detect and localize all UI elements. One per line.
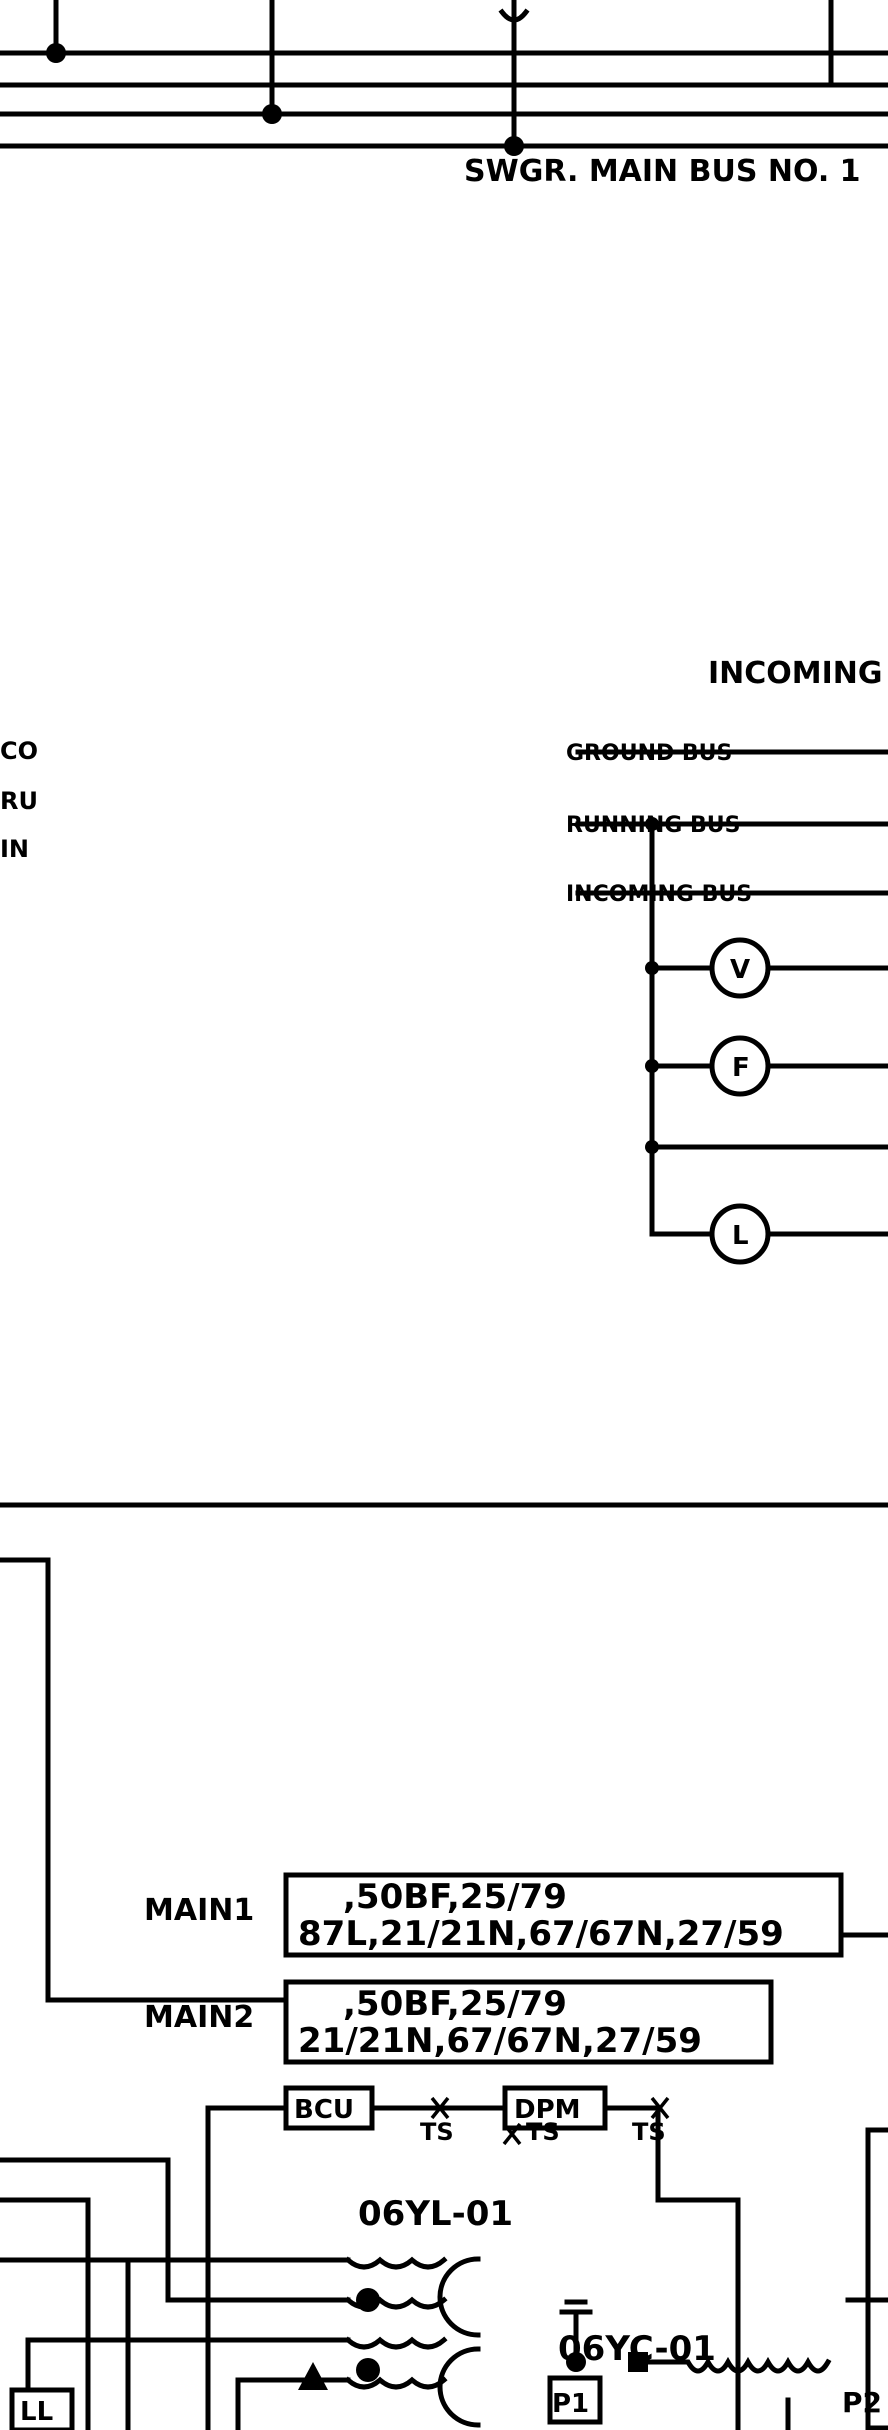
- p1-box: [547, 2375, 603, 2425]
- vt-symbol: [437, 2256, 481, 2338]
- bcu-label: BCU: [294, 2095, 354, 2125]
- relay-main1-functions-line1: 87L,21/21N,67/67N,27/59: [298, 1914, 784, 1954]
- junction-dot: [504, 136, 524, 156]
- ct-coil: [344, 2336, 448, 2350]
- protection-section: 87L,21/21N,67/67N,27/59 ,50BF,25/79 MAIN…: [0, 1502, 888, 2430]
- main-bus-section: SWGR. MAIN BUS NO. 1: [0, 0, 888, 189]
- relay-main2-name: MAIN2: [144, 2000, 254, 2035]
- junction-dot: [46, 43, 66, 63]
- meter-f-label: F: [732, 1053, 750, 1083]
- meter-v-label: V: [730, 955, 750, 985]
- disconnect-symbol: [498, 8, 530, 23]
- meter-f-symbol: [709, 1035, 771, 1097]
- incoming-bus-header-label: INCOMING BUS: [708, 656, 888, 691]
- junction-dot: [262, 104, 282, 124]
- relay-main2-functions-line2: ,50BF,25/79: [343, 1984, 567, 2024]
- ct-coil: [344, 2376, 448, 2390]
- junction-dot: [645, 817, 659, 831]
- relay-main2-functions-line1: 21/21N,67/67N,27/59: [298, 2021, 702, 2061]
- vt-terminal: [628, 2352, 648, 2372]
- ground-bus-label: GROUND BUS: [566, 741, 732, 766]
- vt-secondary-winding: [645, 2356, 832, 2374]
- meter-v-symbol: [709, 937, 771, 999]
- ct-label: 06YL-01: [358, 2194, 513, 2234]
- main-bus-label: SWGR. MAIN BUS NO. 1: [464, 154, 861, 189]
- ts-label-1: TS: [420, 2118, 454, 2146]
- metering-section: INCOMING BUS CO RU IN GROUND BUS RUNNING…: [0, 656, 888, 1265]
- junction-dot: [356, 2358, 380, 2382]
- relay-main1-name: MAIN1: [144, 1893, 254, 1928]
- vt-symbol: [437, 2346, 481, 2428]
- ct-polarity-marker: [298, 2362, 328, 2390]
- relay-main1-functions-line2: ,50BF,25/79: [343, 1877, 567, 1917]
- relay-main2-box: [283, 1979, 774, 2065]
- test-switch-mark: [502, 2122, 522, 2146]
- relay-main1-box: [283, 1872, 844, 1958]
- dpm-label: DPM: [514, 2095, 581, 2125]
- ll-box: [9, 2387, 75, 2430]
- p1-label: P1: [552, 2389, 589, 2419]
- edge-label-in: IN: [0, 835, 29, 863]
- test-switch-mark: [430, 2096, 450, 2120]
- meter-l-symbol: [709, 1203, 771, 1265]
- ts-label-2: TS: [526, 2118, 560, 2146]
- edge-label-co: CO: [0, 737, 38, 765]
- ll-label: LL: [20, 2397, 53, 2427]
- junction-dot: [356, 2288, 380, 2312]
- ct-coil: [344, 2256, 448, 2270]
- p2-label: P2: [842, 2386, 882, 2419]
- meter-l-label: L: [732, 1221, 749, 1251]
- edge-label-ru: RU: [0, 787, 38, 815]
- incoming-bus-label: INCOMING BUS: [566, 882, 752, 907]
- ts-label-3: TS: [632, 2118, 666, 2146]
